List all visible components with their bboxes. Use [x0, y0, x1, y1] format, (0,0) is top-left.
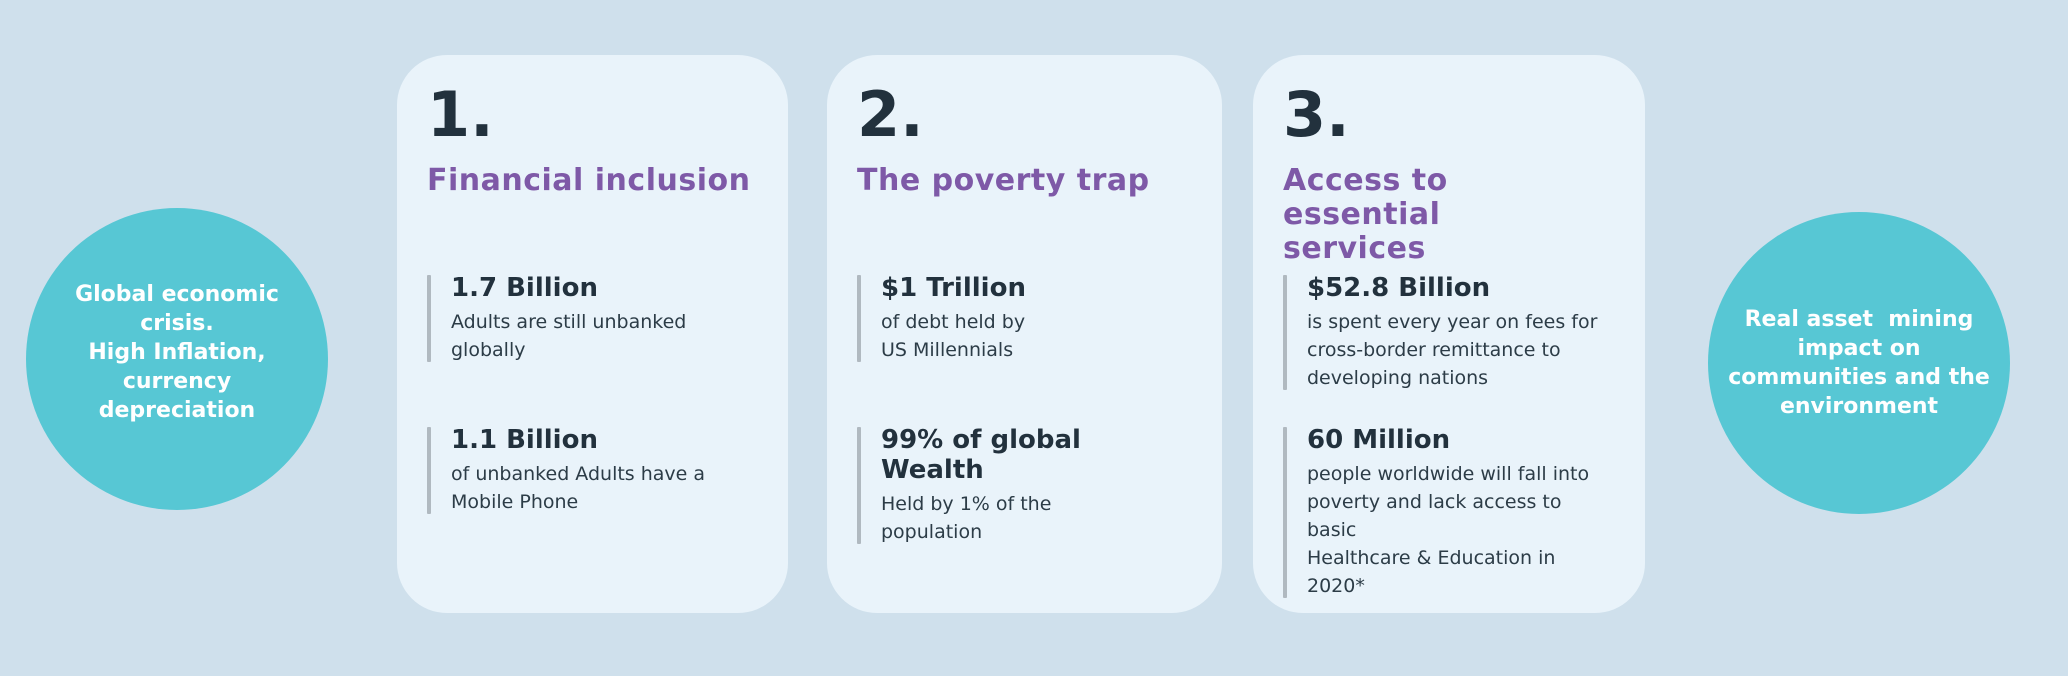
stat-block: $1 Trillion of debt held by US Millennia… [857, 273, 1192, 364]
stat-description: of debt held by US Millennials [881, 311, 1026, 361]
card-financial-inclusion: 1. Financial inclusion 1.7 Billion Adult… [397, 55, 788, 613]
card-access-essential-services: 3. Access to essential services $52.8 Bi… [1253, 55, 1645, 613]
card-heading: Financial inclusion [427, 163, 751, 198]
stat-value: $1 Trillion [881, 273, 1026, 303]
stat-accent-bar [427, 427, 431, 514]
stat-block: 1.7 Billion Adults are still unbanked gl… [427, 273, 758, 364]
stat-description: people worldwide will fall into poverty … [1307, 463, 1590, 597]
stat-accent-bar [857, 427, 861, 544]
card-number: 2. [857, 78, 924, 151]
right-context-bubble: Real asset mining impact on communities … [1708, 212, 2010, 514]
card-poverty-trap: 2. The poverty trap $1 Trillion of debt … [827, 55, 1222, 613]
stat-slot: 60 Million people worldwide will fall in… [1283, 425, 1615, 598]
stat-value: $52.8 Billion [1307, 273, 1491, 303]
stat-description: of unbanked Adults have a Mobile Phone [451, 463, 706, 513]
card-number: 3. [1283, 78, 1350, 151]
card-number: 1. [427, 78, 494, 151]
stat-slot: 1.1 Billion of unbanked Adults have a Mo… [427, 425, 758, 577]
stat-description: is spent every year on fees for cross-bo… [1307, 311, 1598, 389]
left-context-bubble-text: Global economic crisis. High Inflation, … [75, 281, 279, 423]
stat-block: $52.8 Billion is spent every year on fee… [1283, 273, 1615, 392]
stat-value: 99% of global Wealth [881, 425, 1081, 485]
stat-value: 1.7 Billion [451, 273, 598, 303]
stat-accent-bar [1283, 427, 1287, 598]
stat-description: Adults are still unbanked globally [451, 311, 687, 361]
card-heading-slot: Financial inclusion [427, 150, 758, 273]
stat-accent-bar [427, 275, 431, 362]
stat-block: 60 Million people worldwide will fall in… [1283, 425, 1615, 600]
stat-description: Held by 1% of the population [881, 493, 1052, 543]
stat-slot: 99% of global Wealth Held by 1% of the p… [857, 425, 1192, 577]
stat-slot: $52.8 Billion is spent every year on fee… [1283, 273, 1615, 425]
stat-value: 1.1 Billion [451, 425, 598, 455]
card-heading: Access to essential services [1283, 163, 1448, 266]
stat-block: 99% of global Wealth Held by 1% of the p… [857, 425, 1192, 546]
stat-slot: 1.7 Billion Adults are still unbanked gl… [427, 273, 758, 425]
stat-accent-bar [857, 275, 861, 362]
card-heading-slot: The poverty trap [857, 150, 1192, 273]
right-context-bubble-text: Real asset mining impact on communities … [1728, 307, 1990, 419]
left-context-bubble: Global economic crisis. High Inflation, … [26, 208, 328, 510]
stat-value: 60 Million [1307, 425, 1451, 455]
card-heading: The poverty trap [857, 163, 1150, 198]
card-heading-slot: Access to essential services [1283, 150, 1615, 273]
stat-block: 1.1 Billion of unbanked Adults have a Mo… [427, 425, 758, 516]
stat-accent-bar [1283, 275, 1287, 390]
stat-slot: $1 Trillion of debt held by US Millennia… [857, 273, 1192, 425]
